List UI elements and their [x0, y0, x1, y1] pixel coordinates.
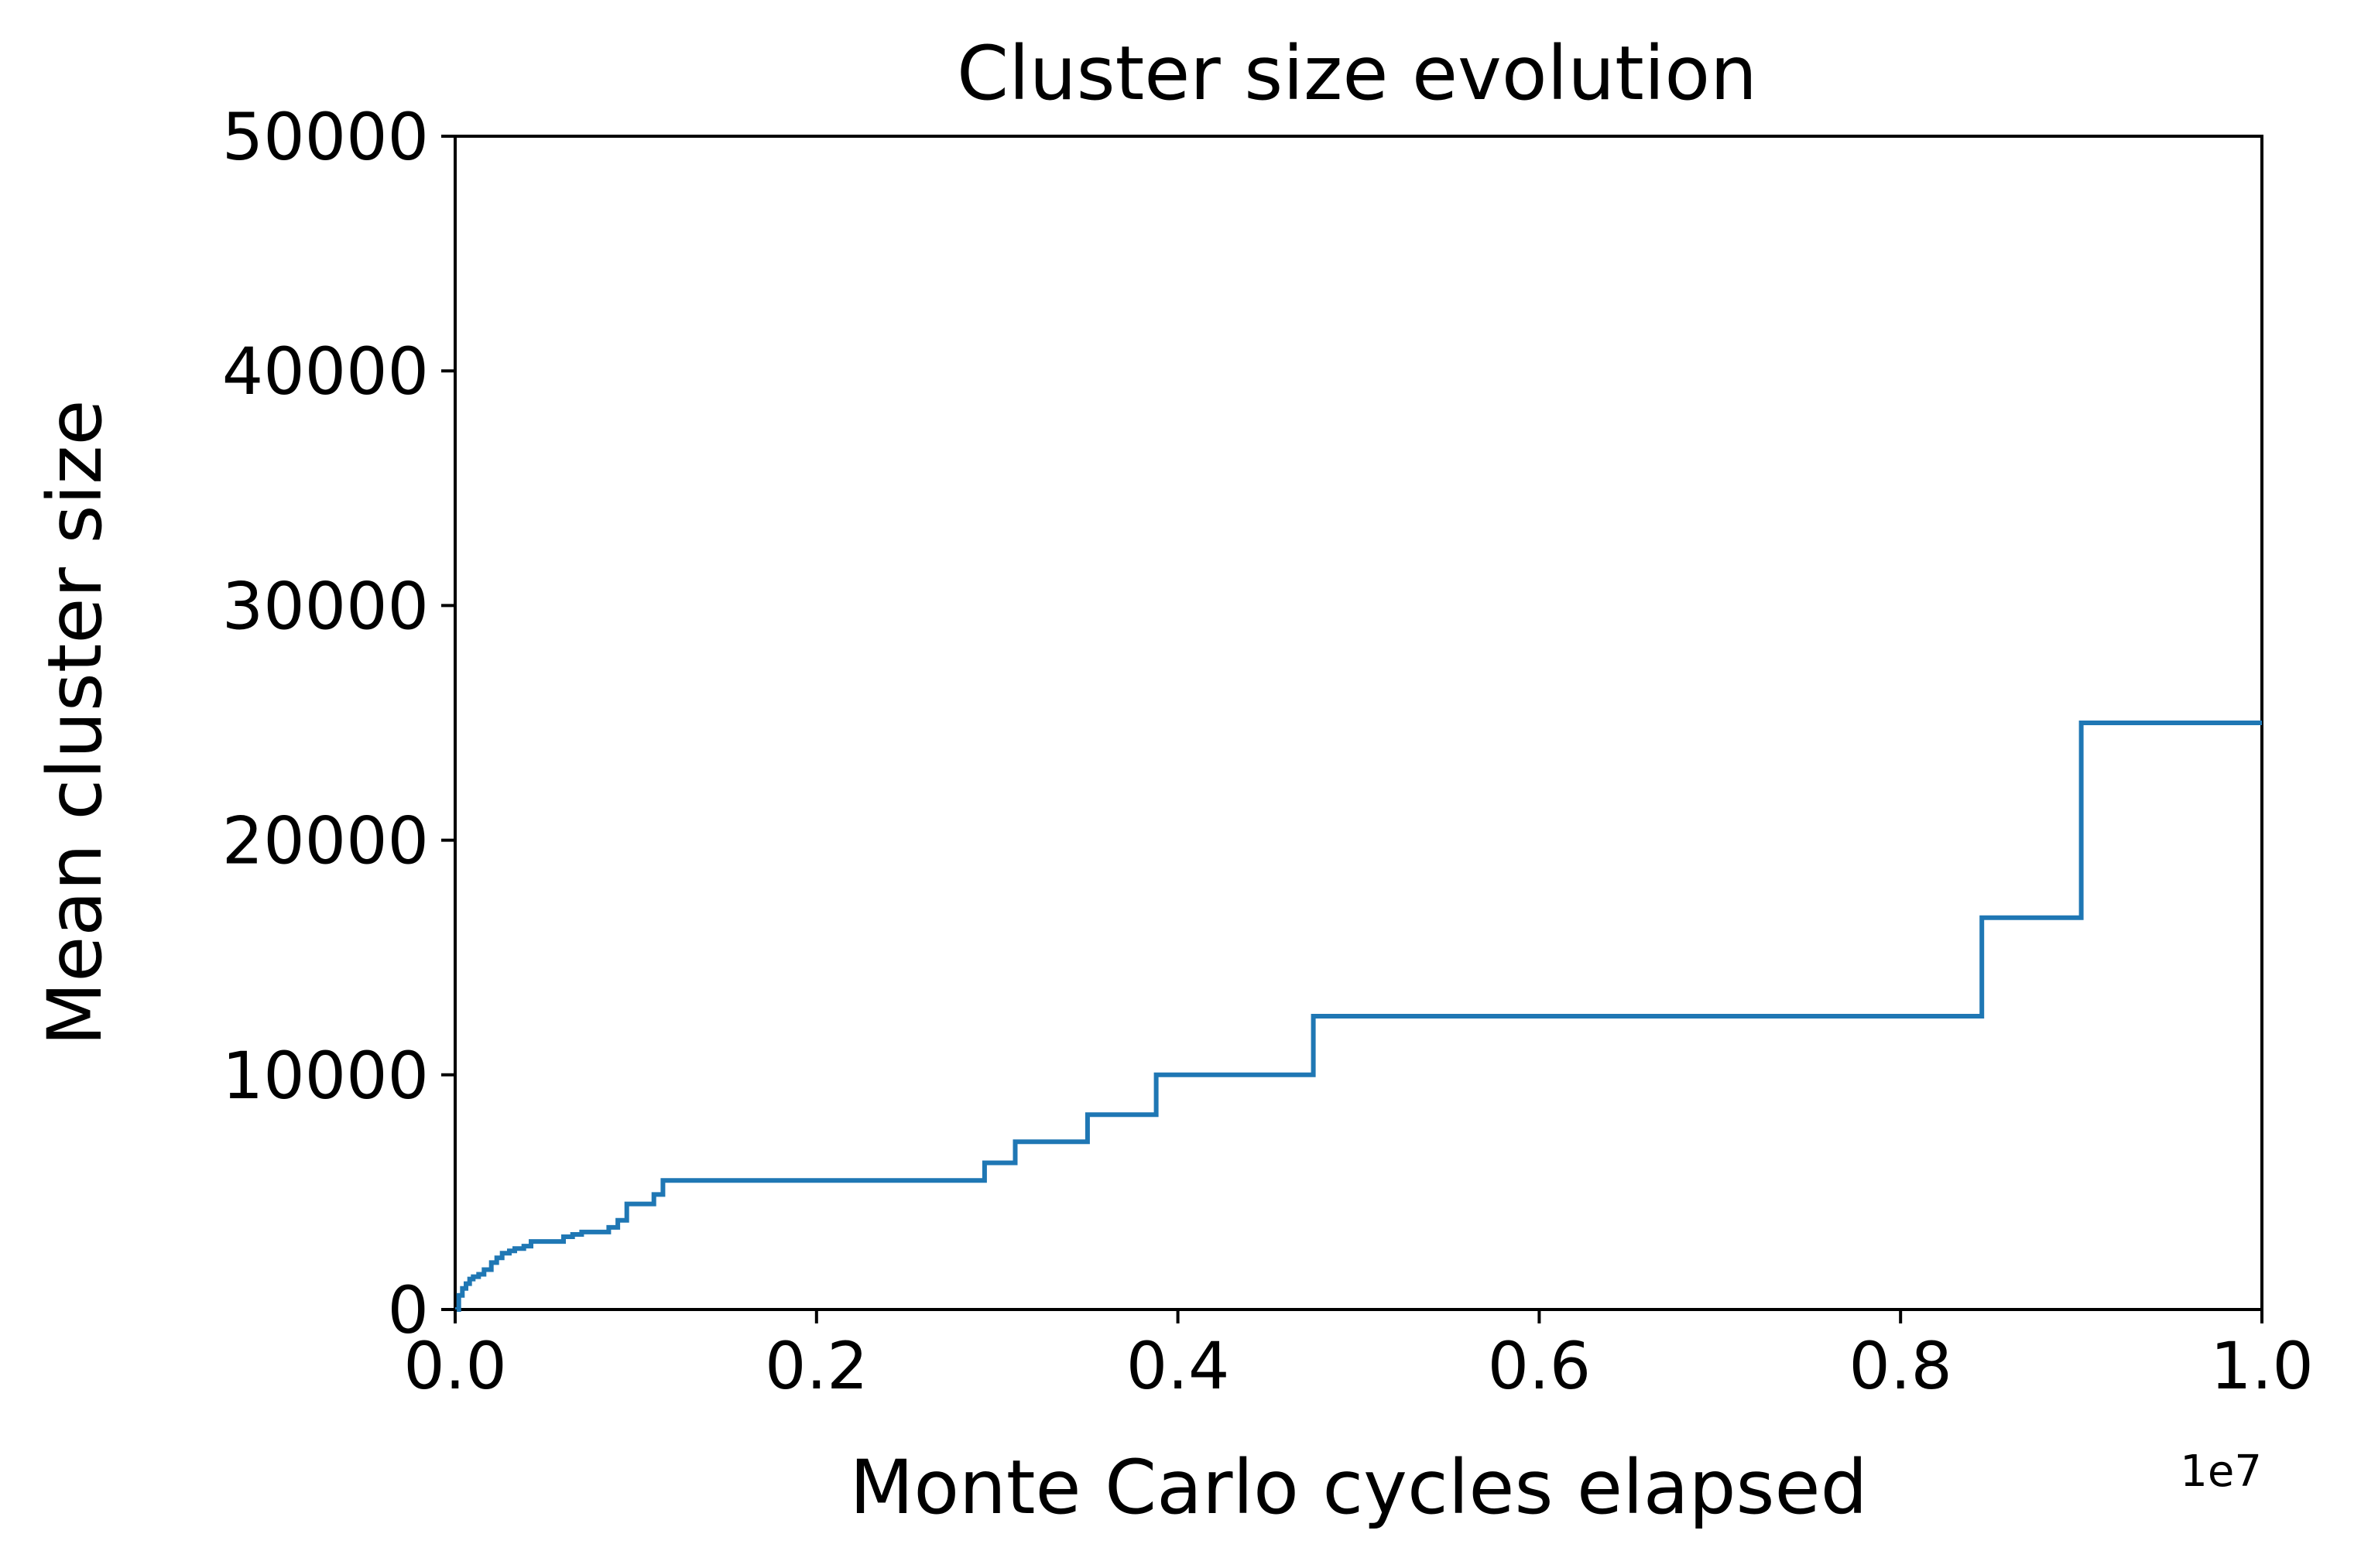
x-tick-label: 1.0: [2210, 1328, 2314, 1404]
x-axis: 0.0 0.2 0.4 0.6 0.8 1.0: [403, 1310, 2314, 1404]
y-tick-label: 20000: [222, 803, 429, 879]
x-tick-label: 0.8: [1849, 1328, 1952, 1404]
x-tick-label: 0.0: [403, 1328, 507, 1404]
y-tick-label: 0: [388, 1272, 429, 1348]
x-offset-label: 1e7: [2180, 1446, 2262, 1497]
y-axis-label: Mean cluster size: [32, 399, 118, 1046]
series-group: [455, 721, 2262, 1312]
x-tick-label: 0.4: [1126, 1328, 1230, 1404]
x-tick-label: 0.2: [765, 1328, 869, 1404]
plot-frame: [454, 135, 2263, 1311]
y-tick-label: 30000: [222, 568, 429, 644]
x-axis-label: Monte Carlo cycles elapsed: [849, 1444, 1867, 1531]
chart-title: Cluster size evolution: [957, 30, 1757, 117]
y-axis: 0 10000 20000 30000 40000 50000: [222, 99, 455, 1348]
y-tick-label: 10000: [222, 1038, 429, 1114]
plot-area: [454, 135, 2263, 1312]
y-tick-label: 50000: [222, 99, 429, 175]
series-line: [455, 721, 2262, 1312]
y-tick-label: 40000: [222, 334, 429, 409]
x-tick-label: 0.6: [1488, 1328, 1592, 1404]
